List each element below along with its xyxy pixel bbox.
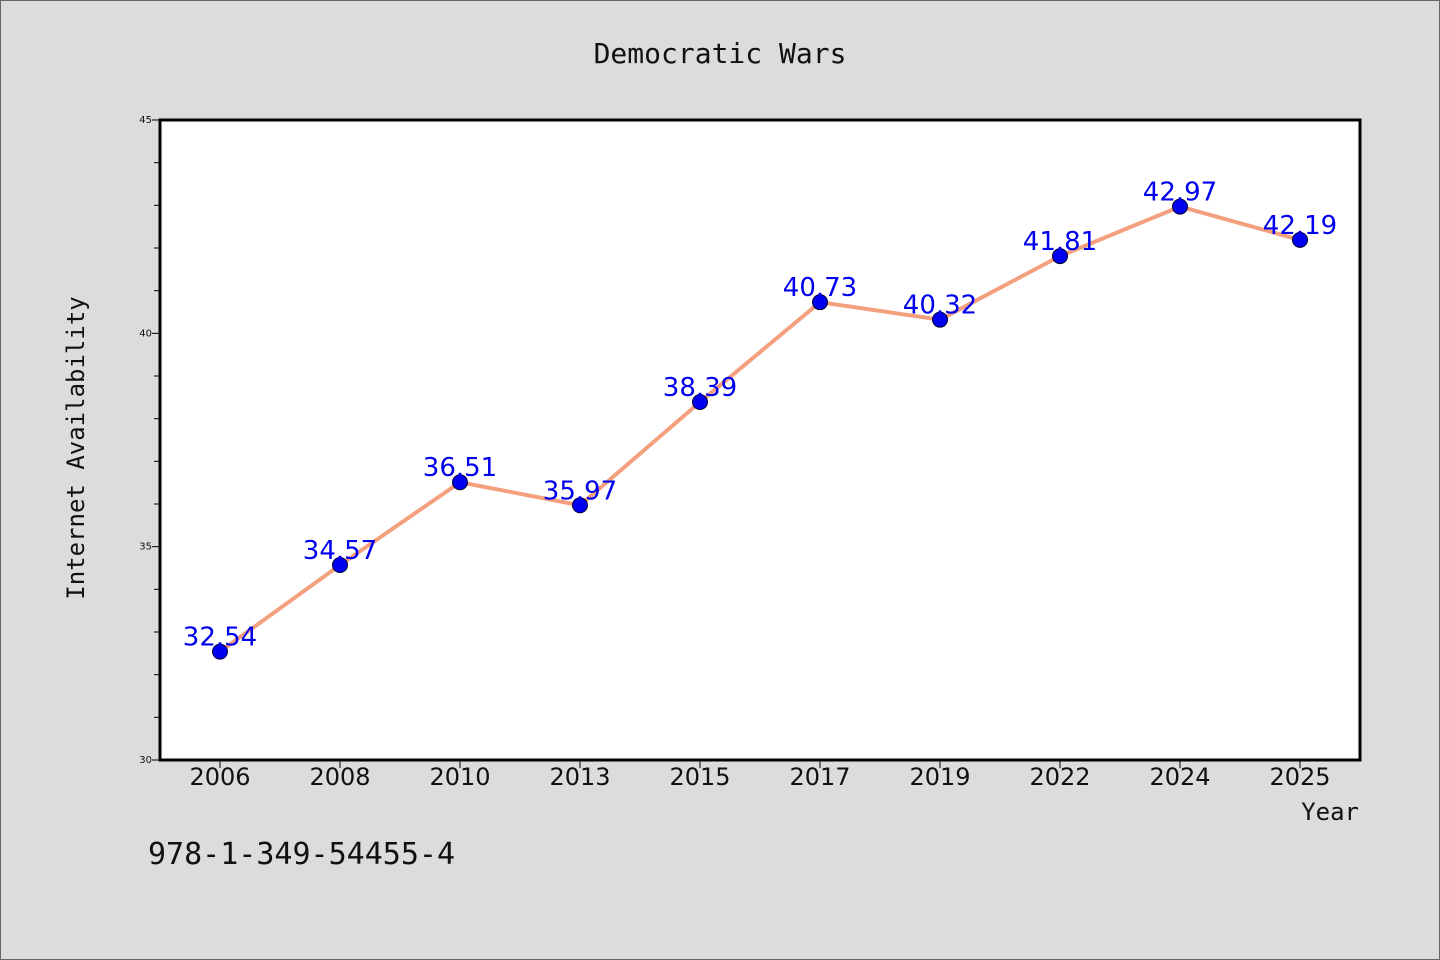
y-axis: 30 35 40 45 xyxy=(139,115,160,766)
x-tick-label: 2010 xyxy=(429,763,490,791)
x-tick-label: 2017 xyxy=(789,763,850,791)
y-tick-label: 30 xyxy=(139,755,152,766)
data-point xyxy=(1172,198,1188,215)
data-point xyxy=(572,497,588,514)
x-tick-label: 2006 xyxy=(189,763,250,791)
y-tick-label: 40 xyxy=(139,328,152,339)
series-line-group xyxy=(218,204,1302,654)
x-axis-label: Year xyxy=(1301,798,1359,826)
data-point xyxy=(212,643,228,660)
plot-area xyxy=(158,118,1362,762)
y-axis-label: Internet Availability xyxy=(62,296,90,599)
data-label: 38.39 xyxy=(663,373,737,403)
data-label: 32.54 xyxy=(183,623,257,653)
data-point xyxy=(452,474,468,491)
y-tick-label: 35 xyxy=(139,542,152,553)
data-label: 41.81 xyxy=(1023,227,1097,257)
data-label: 36.51 xyxy=(423,453,497,483)
data-label: 40.32 xyxy=(903,291,977,321)
data-point xyxy=(812,294,828,311)
data-point xyxy=(1292,231,1308,248)
x-tick-label: 2024 xyxy=(1149,763,1210,791)
data-label: 35.97 xyxy=(543,476,617,506)
series-line xyxy=(218,204,1302,654)
data-markers xyxy=(212,198,1308,660)
x-tick-label: 2025 xyxy=(1269,763,1330,791)
data-label: 34.57 xyxy=(303,536,377,566)
data-point xyxy=(1052,248,1068,265)
x-tick-label: 2019 xyxy=(909,763,970,791)
x-axis: 2006 2008 2010 2013 2015 2017 2019 2022 2024 2025 xyxy=(189,760,1331,791)
chart-title: Democratic Wars xyxy=(594,37,847,70)
x-tick-label: 2008 xyxy=(309,763,370,791)
data-labels: 32.54 34.57 36.51 35.97 38.39 40.73 40.32 41.81… xyxy=(183,178,1337,653)
data-label: 42.97 xyxy=(1143,178,1217,208)
isbn-annotation: 978-1-349-54455-4 xyxy=(148,837,455,872)
data-point xyxy=(692,394,708,411)
data-point xyxy=(332,557,348,574)
data-label: 42.19 xyxy=(1263,211,1337,241)
x-tick-label: 2013 xyxy=(549,763,610,791)
x-tick-label: 2022 xyxy=(1029,763,1090,791)
y-tick-label: 45 xyxy=(139,115,152,126)
data-label: 40.73 xyxy=(783,273,857,303)
data-point xyxy=(932,311,948,328)
x-tick-label: 2015 xyxy=(669,763,730,791)
